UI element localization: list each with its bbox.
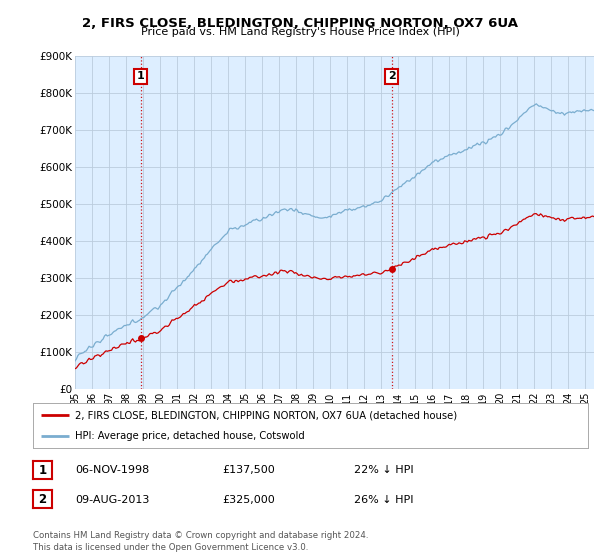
Text: £137,500: £137,500: [222, 465, 275, 475]
Text: Price paid vs. HM Land Registry's House Price Index (HPI): Price paid vs. HM Land Registry's House …: [140, 27, 460, 37]
Text: 2, FIRS CLOSE, BLEDINGTON, CHIPPING NORTON, OX7 6UA (detached house): 2, FIRS CLOSE, BLEDINGTON, CHIPPING NORT…: [74, 410, 457, 421]
Text: 2: 2: [388, 71, 395, 81]
Text: Contains HM Land Registry data © Crown copyright and database right 2024.
This d: Contains HM Land Registry data © Crown c…: [33, 531, 368, 552]
Text: 2, FIRS CLOSE, BLEDINGTON, CHIPPING NORTON, OX7 6UA: 2, FIRS CLOSE, BLEDINGTON, CHIPPING NORT…: [82, 17, 518, 30]
Text: 2: 2: [38, 493, 47, 506]
Text: 26% ↓ HPI: 26% ↓ HPI: [354, 494, 413, 505]
Text: 06-NOV-1998: 06-NOV-1998: [75, 465, 149, 475]
Text: 22% ↓ HPI: 22% ↓ HPI: [354, 465, 413, 475]
Text: £325,000: £325,000: [222, 494, 275, 505]
Text: 1: 1: [137, 71, 145, 81]
Text: 1: 1: [38, 464, 47, 477]
Text: 09-AUG-2013: 09-AUG-2013: [75, 494, 149, 505]
Text: HPI: Average price, detached house, Cotswold: HPI: Average price, detached house, Cots…: [74, 431, 304, 441]
